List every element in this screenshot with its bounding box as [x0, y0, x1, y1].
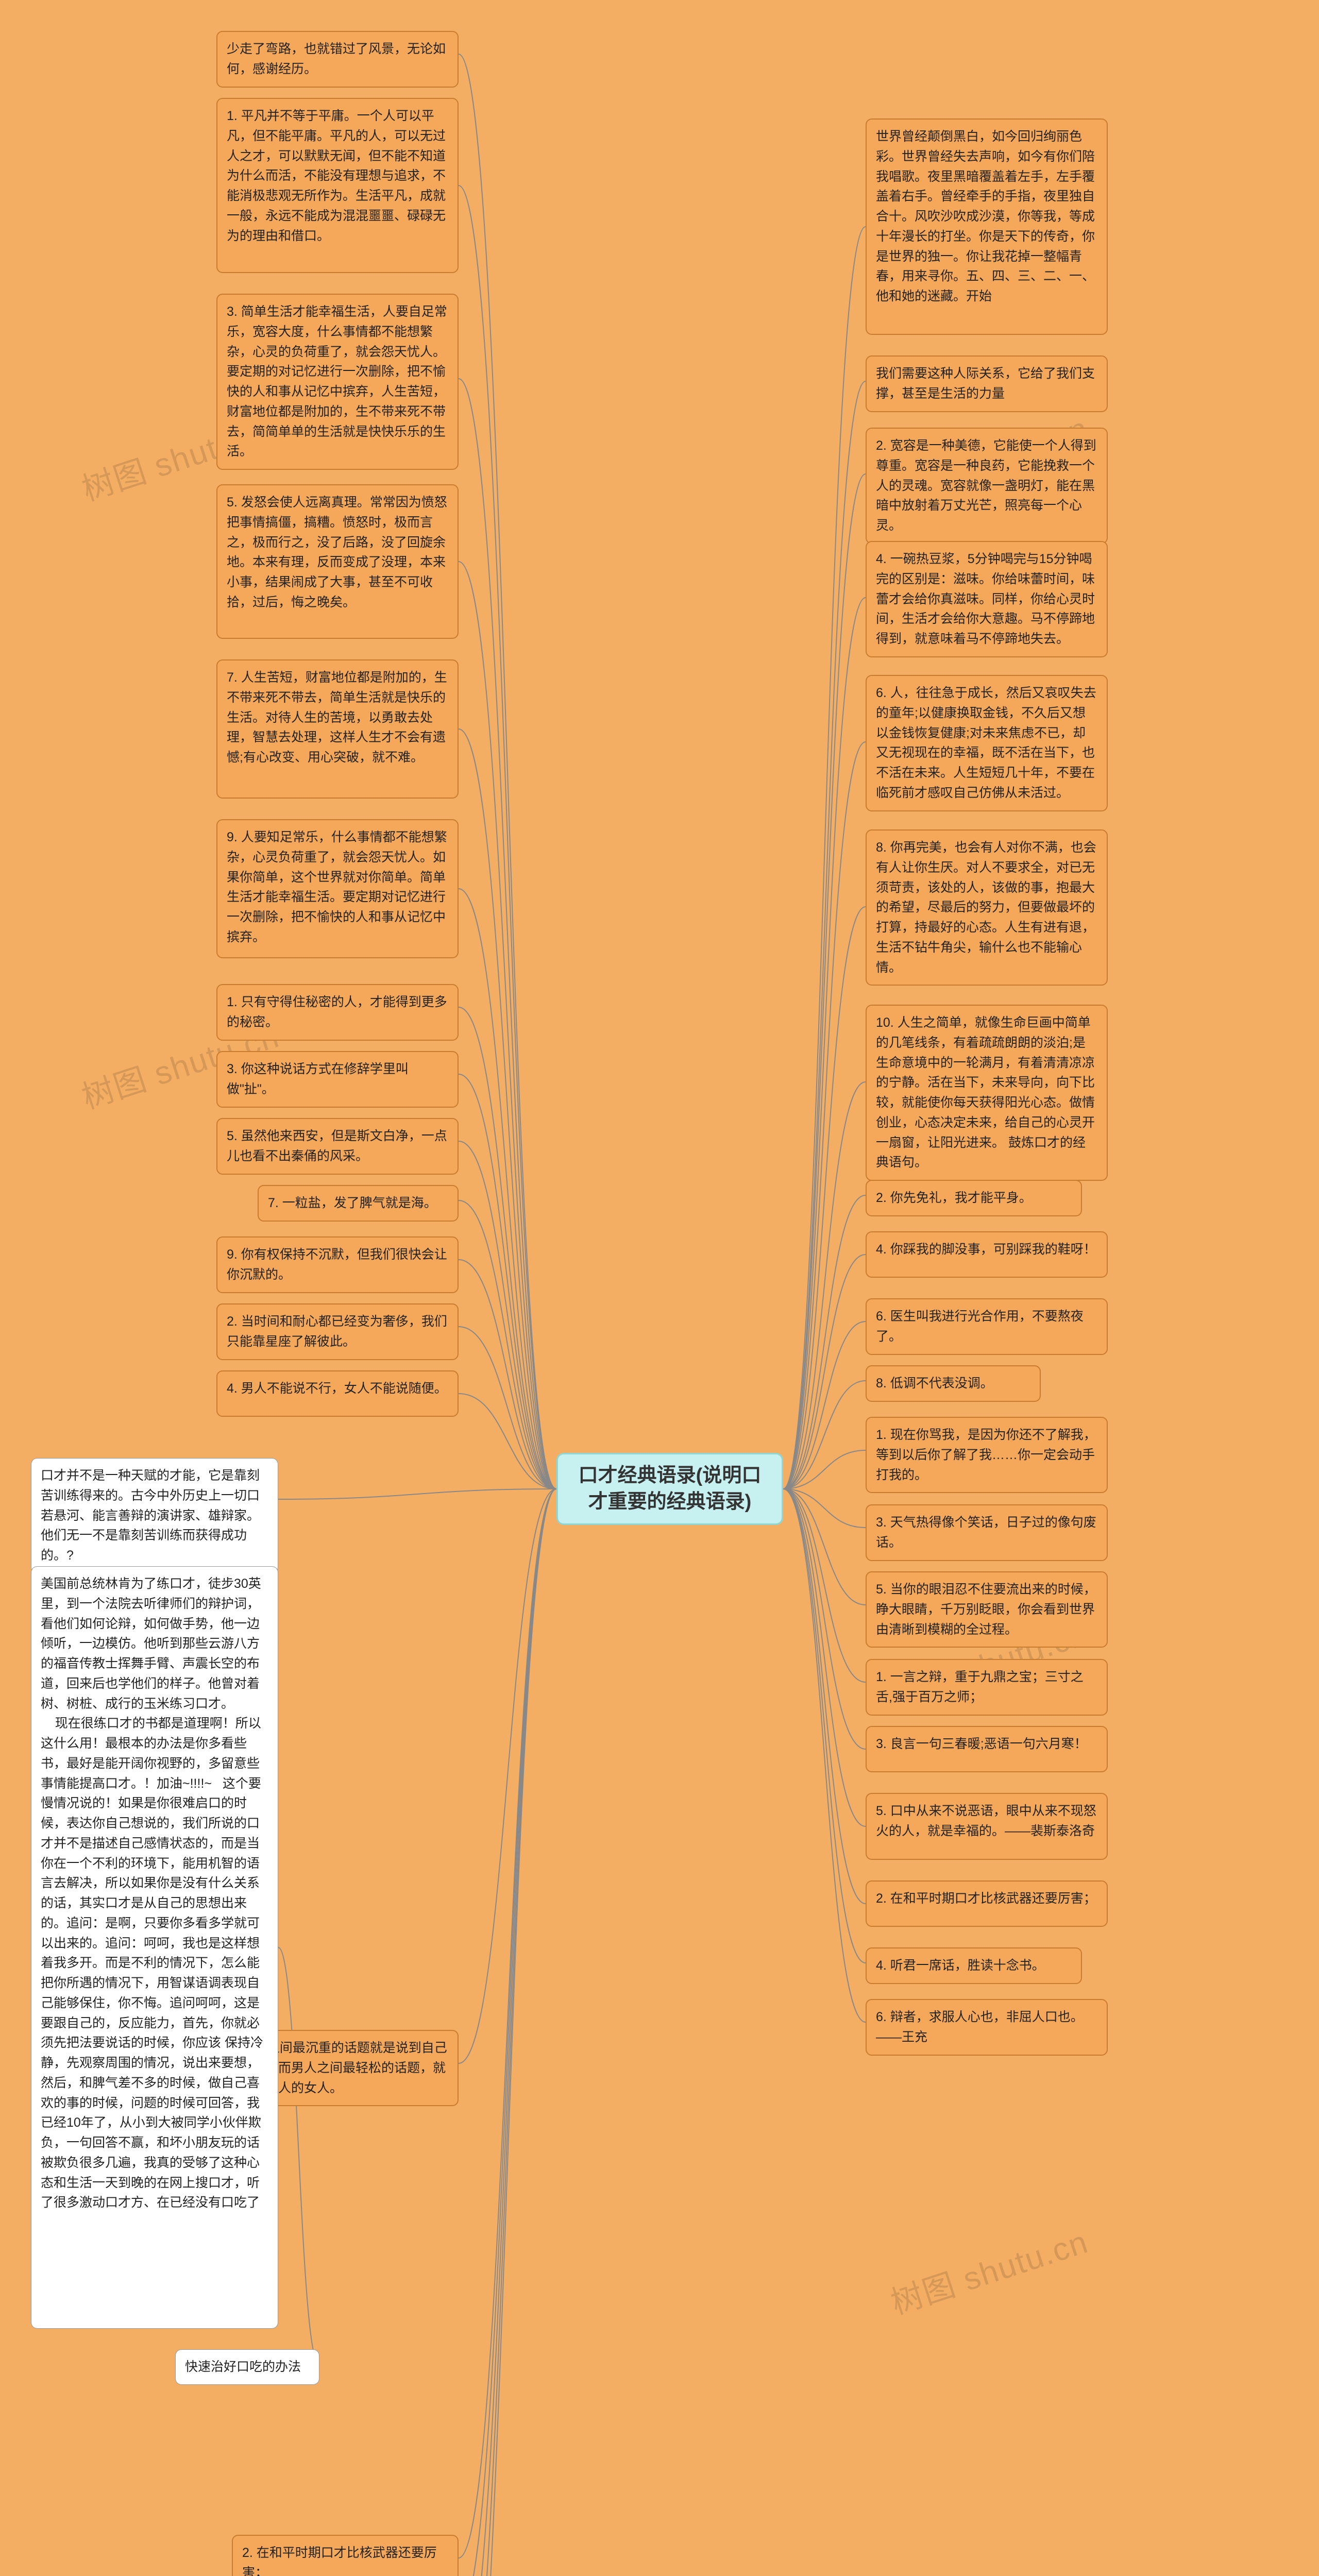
edge — [783, 1489, 866, 2022]
edge — [459, 1007, 556, 1489]
edge — [459, 185, 556, 1489]
edge — [459, 1074, 556, 1489]
edge — [459, 1489, 556, 2576]
mindmap-canvas: 口才经典语录(说明口才重要的经典语录) 树图 shutu.cn树图 shutu.… — [0, 0, 1319, 2576]
mindmap-node: 2. 当时间和耐心都已经变为奢侈，我们只能靠星座了解彼此。 — [216, 1303, 459, 1360]
edge — [459, 1141, 556, 1489]
edge — [783, 907, 866, 1489]
edge — [783, 1489, 866, 1605]
mindmap-node: 我们需要这种人际关系，它给了我们支撑，甚至是生活的力量 — [866, 355, 1108, 412]
mindmap-node: 9. 你有权保持不沉默，但我们很快会让你沉默的。 — [216, 1236, 459, 1293]
edge — [459, 1489, 556, 2558]
edge — [783, 1321, 866, 1489]
mindmap-node: 2. 你先免礼，我才能平身。 — [866, 1180, 1082, 1216]
mindmap-node: 4. 听君一席话，胜读十念书。 — [866, 1947, 1082, 1984]
mindmap-node: 7. 一粒盐，发了脾气就是海。 — [258, 1185, 459, 1222]
mindmap-node: 2. 在和平时期口才比核武器还要厉害； — [232, 2535, 459, 2576]
mindmap-node: 快速治好口吃的办法 — [175, 2349, 319, 2385]
edge — [783, 1489, 866, 1963]
edge — [459, 1200, 556, 1489]
mindmap-node: 7. 人生苦短，财富地位都是附加的，生不带来死不带去，简单生活就是快乐的生活。对… — [216, 659, 459, 799]
edge — [783, 1489, 866, 1528]
edge — [459, 889, 556, 1489]
edge — [783, 1381, 866, 1489]
mindmap-node: 1. 只有守得住秘密的人，才能得到更多的秘密。 — [216, 984, 459, 1041]
edge — [459, 1489, 556, 2576]
edge — [783, 598, 866, 1489]
edge — [278, 1947, 319, 2365]
edge — [459, 1260, 556, 1489]
mindmap-node: 5. 虽然他来西安，但是斯文白净，一点儿也看不出秦俑的风采。 — [216, 1118, 459, 1175]
mindmap-node: 口才并不是一种天赋的才能，它是靠刻苦训练得来的。古今中外历史上一切口若悬河、能言… — [31, 1458, 278, 1573]
edge — [783, 381, 866, 1489]
mindmap-node: 6. 辩者，求服人心也，非屈人口也。——王充 — [866, 1999, 1108, 2056]
center-topic: 口才经典语录(说明口才重要的经典语录) — [556, 1453, 783, 1525]
mindmap-node: 4. 你踩我的脚没事，可别踩我的鞋呀！ — [866, 1231, 1108, 1278]
mindmap-node: 3. 简单生活才能幸福生活，人要自足常乐，宽容大度，什么事情都不能想繁杂，心灵的… — [216, 294, 459, 470]
mindmap-node: 10. 人生之简单，就像生命巨画中简单的几笔线条，有着疏疏朗朗的淡泊;是生命意境… — [866, 1005, 1108, 1181]
mindmap-node: 8. 低调不代表没调。 — [866, 1365, 1041, 1402]
mindmap-node: 美国前总统林肯为了练口才，徒步30英里，到一个法院去听律师们的辩护词，看他们如何… — [31, 1566, 278, 2329]
edge — [783, 1489, 866, 1682]
mindmap-node: 4. 一碗热豆浆，5分钟喝完与15分钟喝完的区别是：滋味。你给味蕾时间，味蕾才会… — [866, 541, 1108, 657]
mindmap-node: 4. 男人不能说不行，女人不能说随便。 — [216, 1370, 459, 1417]
edge — [783, 1489, 866, 1826]
edge — [459, 1327, 556, 1489]
mindmap-node: 5. 发怒会使人远离真理。常常因为愤怒把事情搞僵，搞糟。愤怒时，极而言之，极而行… — [216, 484, 459, 639]
mindmap-node: 8. 你再完美，也会有人对你不满，也会有人让你生厌。对人不要求全，对已无须苛责，… — [866, 829, 1108, 986]
mindmap-node: 2. 在和平时期口才比核武器还要厉害； — [866, 1880, 1108, 1927]
edge — [783, 474, 866, 1489]
edge — [459, 1489, 556, 2063]
edge — [783, 1082, 866, 1489]
mindmap-node: 2. 宽容是一种美德，它能使一个人得到尊重。宽容是一种良药，它能挽救一个人的灵魂… — [866, 428, 1108, 544]
mindmap-node: 9. 人要知足常乐，什么事情都不能想繁杂，心灵负荷重了，就会怨天忧人。如果你简单… — [216, 819, 459, 958]
edge — [459, 562, 556, 1489]
edge — [783, 227, 866, 1489]
mindmap-node: 6. 医生叫我进行光合作用，不要熬夜了。 — [866, 1298, 1108, 1355]
edge — [459, 379, 556, 1489]
edge — [783, 1450, 866, 1489]
edge — [459, 729, 556, 1489]
edge — [783, 1489, 866, 1904]
edge — [783, 1195, 866, 1489]
edge — [278, 1489, 556, 1499]
edge — [783, 1489, 866, 1749]
mindmap-node: 6. 人，往往急于成长，然后又哀叹失去的童年;以健康换取金钱，不久后又想以金钱恢… — [866, 675, 1108, 811]
edge — [783, 1255, 866, 1489]
mindmap-node: 3. 天气热得像个笑话，日子过的像句废话。 — [866, 1504, 1108, 1561]
mindmap-node: 3. 你这种说话方式在修辞学里叫做"扯"。 — [216, 1051, 459, 1108]
watermark: 树图 shutu.cn — [884, 2216, 1093, 2323]
mindmap-node: 1. 一言之辩，重于九鼎之宝；三寸之舌,强于百万之师； — [866, 1659, 1108, 1716]
mindmap-node: 1. 平凡并不等于平庸。一个人可以平凡，但不能平庸。平凡的人，可以无过人之才，可… — [216, 98, 459, 273]
edge — [459, 54, 556, 1489]
mindmap-node: 5. 口中从来不说恶语，眼中从来不现怒火的人，就是幸福的。——裴斯泰洛奇 — [866, 1793, 1108, 1860]
mindmap-node: 世界曾经颠倒黑白，如今回归绚丽色彩。世界曾经失去声响，如今有你们陪我唱歌。夜里黑… — [866, 118, 1108, 335]
edge — [459, 1394, 556, 1489]
mindmap-node: 少走了弯路，也就错过了风景，无论如何，感谢经历。 — [216, 31, 459, 88]
edge — [459, 1489, 556, 2576]
edge — [783, 742, 866, 1489]
edge — [459, 1489, 556, 2576]
mindmap-node: 1. 现在你骂我，是因为你还不了解我，等到以后你了解了我……你一定会动手打我的。 — [866, 1417, 1108, 1493]
mindmap-node: 5. 当你的眼泪忍不住要流出来的时候，睁大眼睛，千万别眨眼，你会看到世界由清晰到… — [866, 1571, 1108, 1648]
mindmap-node: 3. 良言一句三春暖;恶语一句六月寒！ — [866, 1726, 1108, 1772]
